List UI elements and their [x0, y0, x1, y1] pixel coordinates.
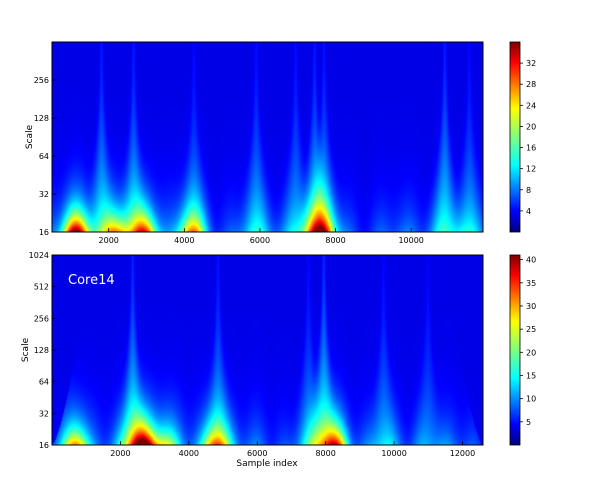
- y-tick-label: 16: [39, 441, 49, 450]
- y-tick-label: 32: [39, 409, 49, 418]
- panel-annotation: Core14: [68, 273, 115, 288]
- colorbar-tick-label: 32: [526, 59, 536, 68]
- colorbar-tick-label: 40: [526, 256, 536, 265]
- scalogram-panel-bottom: Core14 16 32 64 128 256 512 1024 2000 4000 6000 8…: [21, 251, 536, 469]
- colorbar-tick-label: 16: [526, 144, 536, 153]
- colorbar-tick-label: 5: [526, 418, 531, 427]
- colorbar-tick-label: 15: [526, 371, 536, 380]
- y-tick-label: 32: [39, 190, 49, 199]
- y-tick-label: 64: [39, 152, 49, 161]
- x-tick-label: 6000: [247, 449, 267, 458]
- plot-frame: [51, 41, 484, 233]
- colorbar: [509, 41, 521, 233]
- y-tick-label: 128: [34, 346, 49, 355]
- y-tick-label: 512: [34, 283, 49, 292]
- x-tick-label: 10000: [398, 236, 423, 245]
- y-axis-label: Scale: [21, 337, 31, 362]
- y-tick-label: 128: [34, 114, 49, 123]
- x-tick-label: 6000: [250, 236, 270, 245]
- colorbar-tick-label: 20: [526, 122, 536, 131]
- colorbar-tick-label: 24: [526, 101, 536, 110]
- x-tick-label: 4000: [179, 449, 199, 458]
- colorbar-tick-label: 4: [526, 207, 531, 216]
- colorbar-tick-label: 10: [526, 395, 536, 404]
- colorbar-tick-label: 35: [526, 279, 536, 288]
- x-tick-label: 12000: [450, 449, 475, 458]
- x-axis-ticks: 2000 4000 6000 8000 10000: [99, 228, 424, 245]
- x-axis-label: Sample index: [236, 459, 298, 469]
- colorbar-tick-label: 25: [526, 325, 536, 334]
- colorbar-ticks: 5 10 15 20 25 30 35 40: [520, 256, 536, 427]
- colorbar-tick-label: 28: [526, 80, 536, 89]
- x-tick-label: 8000: [325, 236, 345, 245]
- colorbar-tick-label: 12: [526, 165, 536, 174]
- y-tick-label: 64: [39, 378, 49, 387]
- y-axis-label: Scale: [25, 124, 35, 149]
- x-tick-label: 2000: [110, 449, 130, 458]
- x-tick-label: 8000: [315, 449, 335, 458]
- heatmap-image: [52, 42, 483, 232]
- x-axis-ticks: 2000 4000 6000 8000 10000 12000: [110, 441, 475, 458]
- colorbar-tick-label: 30: [526, 302, 536, 311]
- y-tick-label: 16: [39, 228, 49, 237]
- y-tick-label: 256: [34, 314, 49, 323]
- y-axis-ticks: 16 32 64 128 256: [34, 76, 56, 237]
- x-tick-label: 10000: [381, 449, 406, 458]
- y-tick-label: 256: [34, 76, 49, 85]
- x-tick-label: 2000: [99, 236, 119, 245]
- y-axis-ticks: 16 32 64 128 256 512 1024: [29, 251, 56, 450]
- colorbar-ticks: 4 8 12 16 20 24 28 32: [520, 59, 536, 216]
- colorbar-tick-label: 8: [526, 186, 531, 195]
- y-tick-label: 1024: [29, 251, 49, 260]
- heatmap-image: [52, 255, 483, 445]
- colorbar: [509, 254, 521, 446]
- colorbar-tick-label: 20: [526, 348, 536, 357]
- x-tick-label: 4000: [174, 236, 194, 245]
